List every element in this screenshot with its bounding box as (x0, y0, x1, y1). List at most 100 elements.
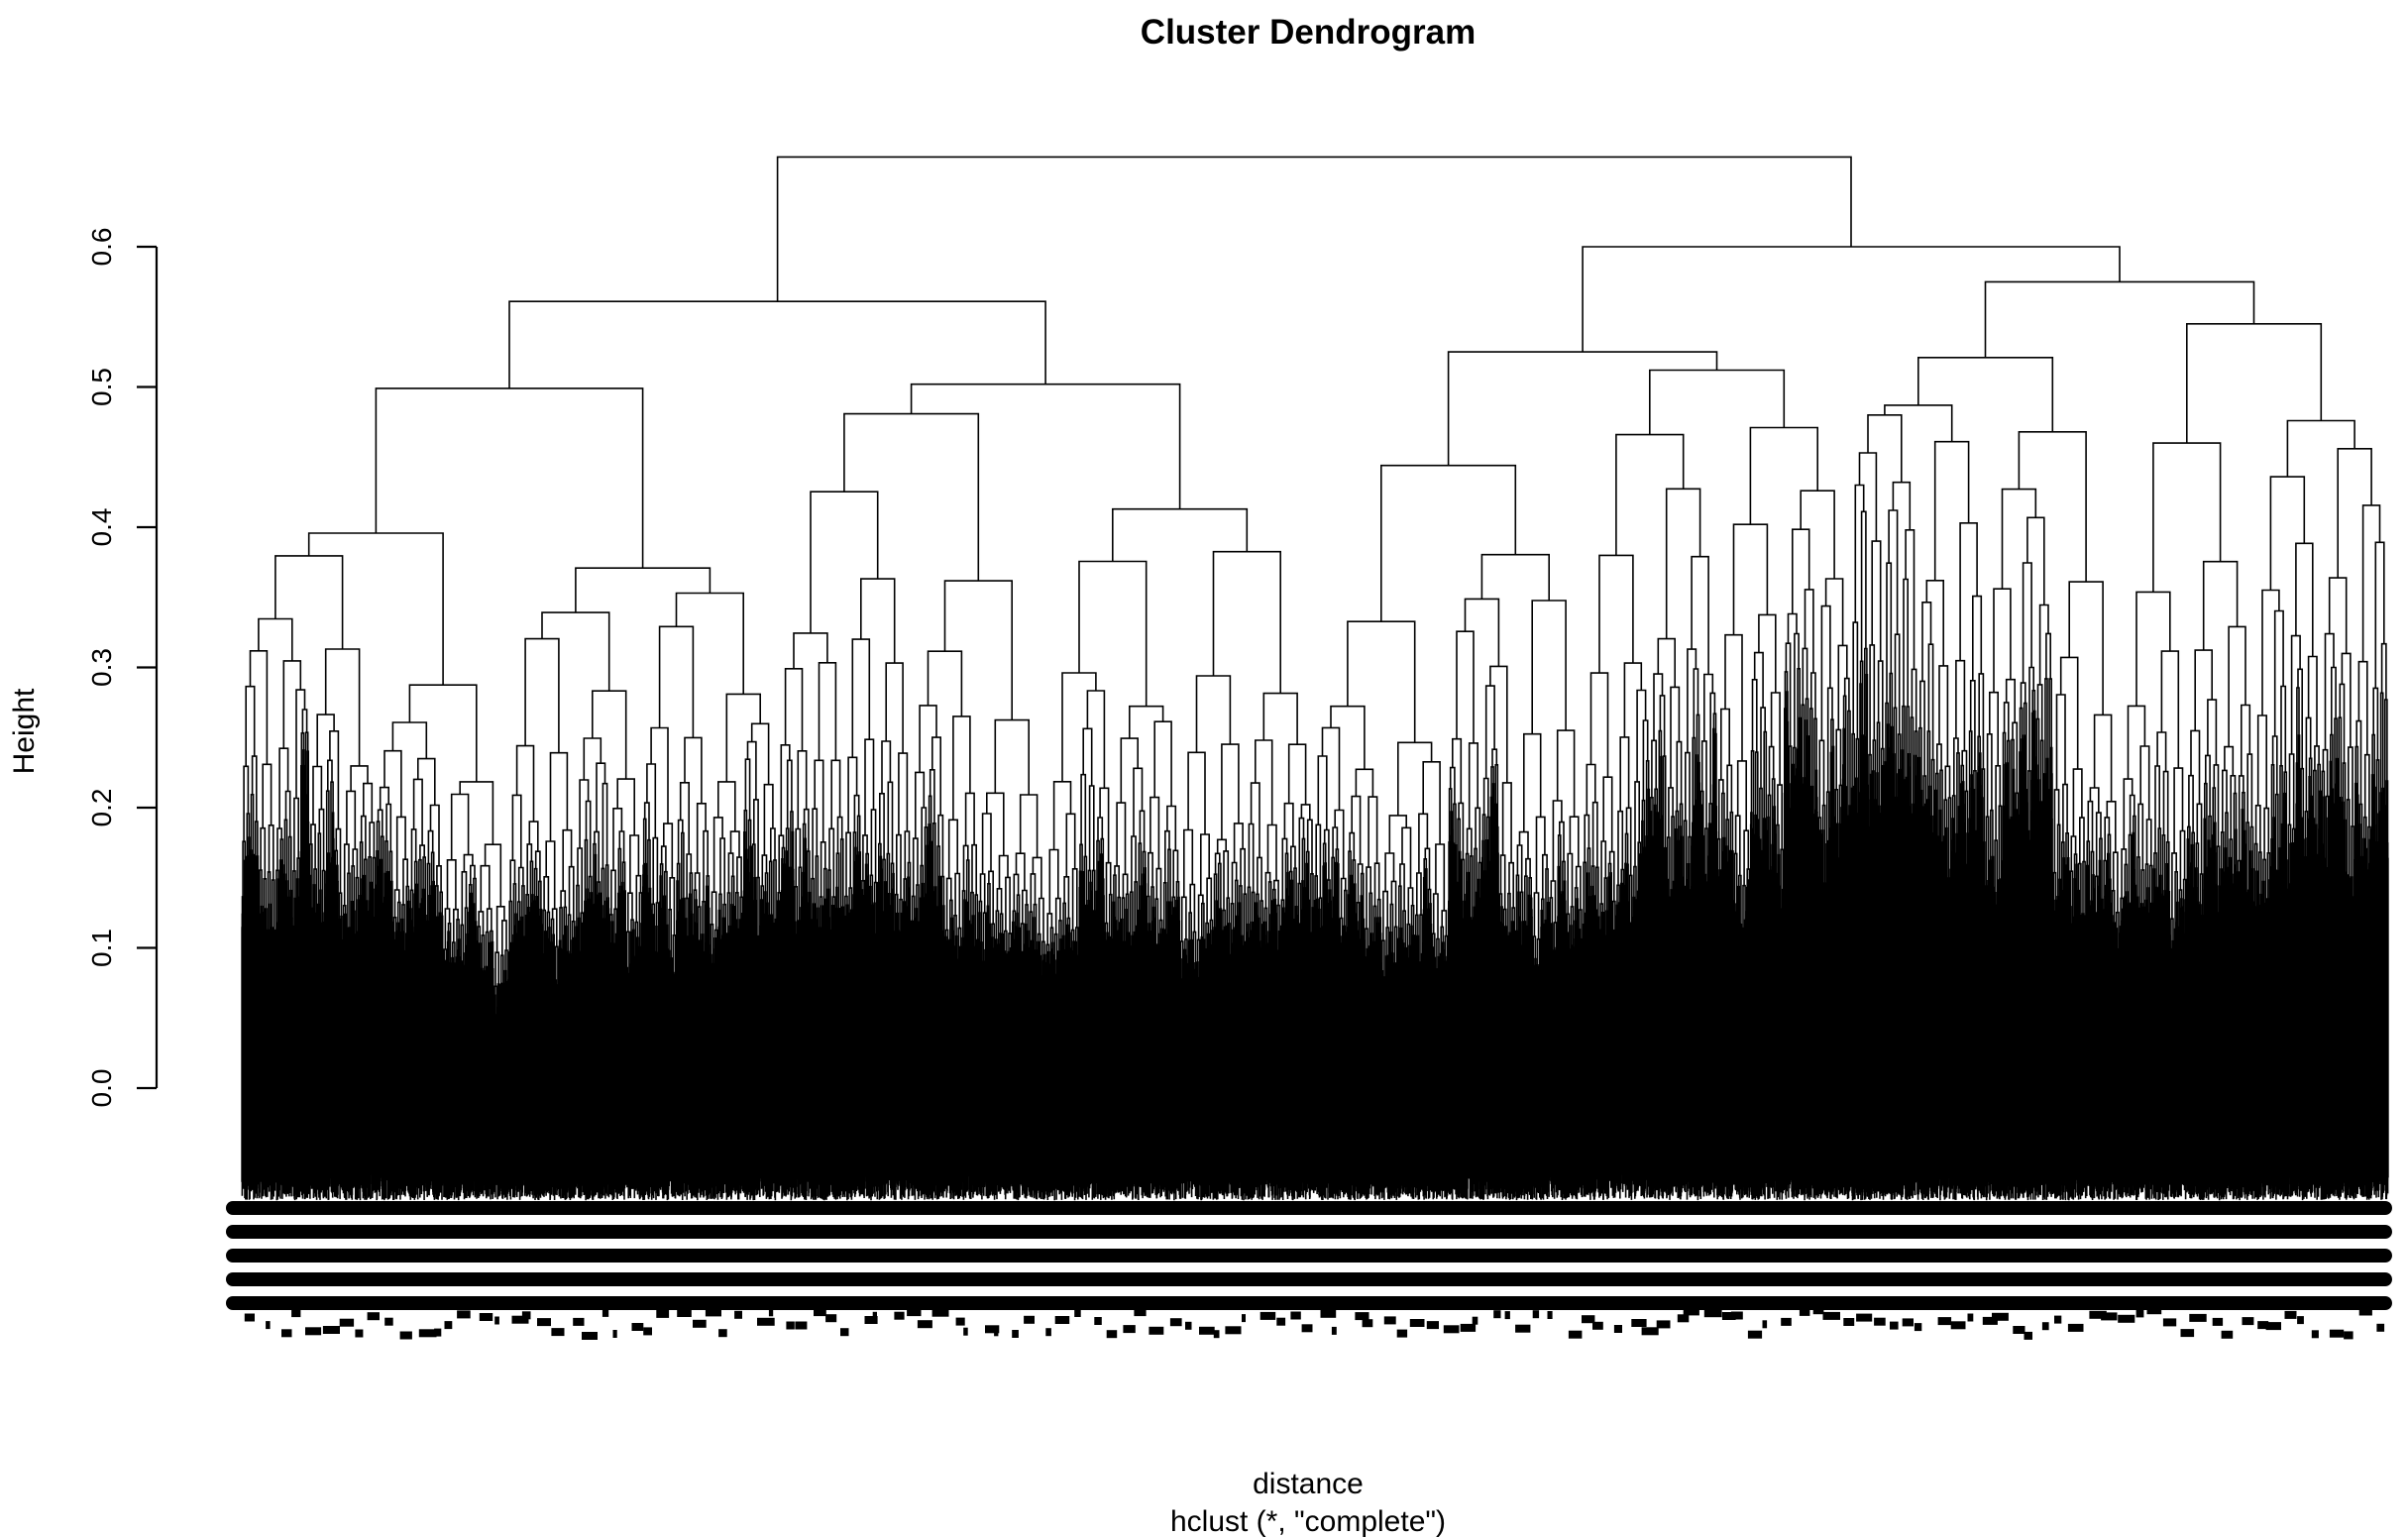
dendrogram-branch (948, 938, 952, 977)
dendrogram-branch (972, 962, 975, 986)
dendrogram-branch (293, 897, 297, 934)
dendrogram-branch (772, 934, 775, 960)
dendrogram-branch (332, 837, 335, 896)
dendrogram-branch (745, 858, 748, 896)
dendrogram-branch (841, 921, 844, 934)
dendrogram-branch (1547, 913, 1550, 943)
y-tick-label: 0.6 (86, 228, 117, 267)
dendrogram-branch (1330, 935, 1333, 955)
dendrogram-branch (1382, 976, 1386, 998)
dendrogram-branch (793, 928, 796, 958)
dendrogram-branch (860, 918, 863, 947)
dendrogram-branch (873, 902, 876, 950)
dendrogram-branch (401, 931, 404, 961)
dendrogram-branch (881, 935, 884, 963)
dendrogram-branch (1442, 949, 1445, 983)
dendrogram-branch (565, 925, 568, 972)
dendrogram-branch (582, 922, 585, 934)
dendrogram-branch (1544, 930, 1547, 958)
dendrogram-branch (515, 934, 518, 973)
dendrogram-branch (930, 864, 933, 911)
dendrogram-branch (717, 926, 720, 950)
dendrogram-branch (462, 964, 465, 972)
dendrogram-branch (805, 848, 808, 888)
dendrogram-branch (1046, 976, 1049, 985)
dendrogram-branch (1494, 829, 1497, 876)
dendrogram-branch (500, 993, 503, 1007)
dendrogram-branch (708, 907, 711, 945)
dendrogram-branch (336, 880, 339, 939)
dendrogram-branch (344, 913, 348, 961)
dendrogram-branch (1458, 850, 1462, 918)
dendrogram-branch (1183, 948, 1187, 956)
dendrogram-branch (1185, 962, 1189, 997)
dendrogram-branch (627, 972, 631, 994)
dendrogram-branch (1203, 963, 1206, 980)
dendrogram-branch (1068, 947, 1071, 971)
dendrogram-branch (306, 750, 309, 829)
dendrogram-branch (1307, 899, 1311, 939)
dendrogram-branch (792, 868, 795, 914)
dendrogram-branch (387, 913, 390, 932)
dendrogram-branch (751, 908, 754, 921)
dendrogram-branch (421, 898, 424, 932)
dendrogram-branch (760, 915, 763, 957)
dendrogram-branch (677, 911, 680, 943)
dendrogram-branch (695, 899, 698, 925)
dendrogram-branch (1418, 961, 1422, 973)
dendrogram-branch (1005, 953, 1009, 969)
dendrogram-branch (649, 909, 652, 941)
dendrogram-branch (254, 867, 258, 914)
dendrogram-branch (536, 908, 539, 934)
dendrogram-branch (884, 924, 887, 939)
dendrogram-branch (1187, 939, 1191, 973)
dendrogram-branch (1430, 924, 1433, 958)
dendrogram-branch (365, 900, 369, 943)
dendrogram-branch (1274, 913, 1277, 926)
dendrogram-branch (1400, 938, 1403, 953)
dendrogram-branch (313, 920, 316, 950)
dendrogram-branch (1282, 907, 1285, 947)
chart-title: Cluster Dendrogram (1141, 13, 1476, 52)
dendrogram-branch (252, 869, 255, 894)
dendrogram-branch (847, 912, 851, 937)
y-axis-label: Height (8, 688, 41, 774)
dendrogram-branch (1511, 944, 1514, 975)
dendrogram-branch (883, 881, 887, 926)
dendrogram-branch (553, 973, 556, 982)
dendrogram-branch (1347, 894, 1351, 928)
dendrogram-branch (1313, 917, 1316, 937)
dendrogram-branch (1227, 943, 1230, 956)
chart-subtitle: hclust (*, "complete") (1170, 1505, 1446, 1538)
dendrogram-branch (926, 844, 929, 900)
dendrogram-branch (296, 896, 299, 932)
dendrogram-branch (956, 962, 960, 993)
y-axis: 0.0 0.1 0.2 0.3 0.4 0.5 0.6 (86, 228, 159, 1107)
dendrogram-branch (1452, 842, 1456, 888)
dendrogram-branch (721, 934, 724, 955)
dendrogram-branch (402, 949, 406, 971)
y-tick-label: 0.3 (86, 648, 117, 687)
dendrogram-branch (795, 934, 799, 972)
dendrogram-branch (1363, 939, 1366, 975)
dendrogram-branch (1049, 963, 1052, 985)
dendrogram-branch (1220, 938, 1223, 959)
dendrogram-branch (590, 915, 593, 930)
dendrogram-branch (1241, 948, 1244, 981)
dendrogram-branch (1329, 900, 1332, 920)
dendrogram-branch (1424, 878, 1427, 916)
dendrogram-branch (1496, 852, 1499, 897)
dendrogram-branch (1228, 959, 1231, 996)
dendrogram-branch (719, 938, 723, 981)
dendrogram-branch (1380, 975, 1383, 993)
dendrogram-branch (413, 893, 416, 933)
dendrogram-branch (961, 936, 964, 977)
dendrogram-branch (1463, 900, 1466, 930)
dendrogram-branch (1320, 928, 1323, 965)
dendrogram-branch (1115, 936, 1118, 952)
dendrogram-branch (946, 939, 949, 953)
dendrogram-branch (848, 935, 851, 956)
dendrogram-branch (1279, 925, 1283, 953)
dendrogram-branch (283, 873, 286, 916)
